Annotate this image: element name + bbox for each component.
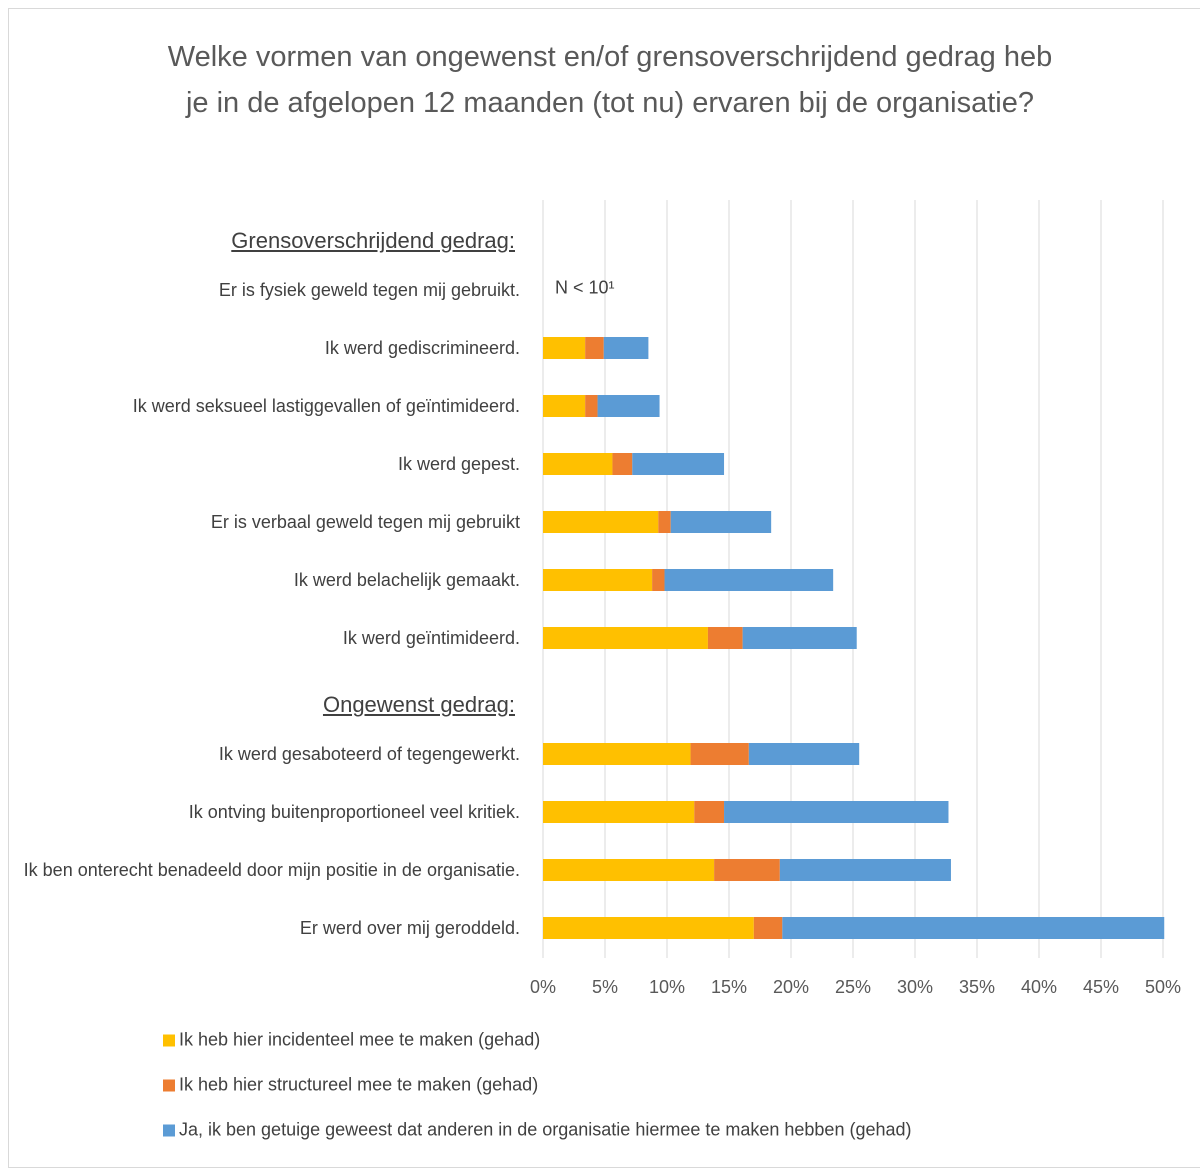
category-label: Ik ben onterecht benadeeld door mijn pos… bbox=[10, 857, 520, 883]
category-label: Ik werd geïntimideerd. bbox=[10, 625, 520, 651]
section-title: Ongewenst gedrag: bbox=[322, 692, 515, 717]
bar-segment bbox=[543, 917, 754, 939]
legend-swatch bbox=[163, 1124, 175, 1137]
x-tick-label: 45% bbox=[1083, 977, 1119, 997]
bar-segment bbox=[714, 859, 780, 881]
category-label: Ik ontving buitenproportioneel veel krit… bbox=[10, 799, 520, 825]
x-tick-label: 0% bbox=[530, 977, 556, 997]
category-label-text: Ik werd geïntimideerd. bbox=[342, 628, 520, 648]
bar-segment bbox=[664, 569, 834, 591]
category-label-text: Ik werd belachelijk gemaakt. bbox=[293, 570, 520, 590]
bar-segment bbox=[543, 395, 586, 417]
bar-segment bbox=[632, 453, 725, 475]
bar-segment bbox=[748, 743, 860, 765]
legend-label: Ik heb hier structureel mee te maken (ge… bbox=[179, 1074, 539, 1095]
bar-segment bbox=[543, 569, 653, 591]
bar-segment bbox=[543, 511, 659, 533]
category-label-text: Ik werd gesaboteerd of tegengewerkt. bbox=[218, 744, 520, 764]
x-tick-label: 20% bbox=[773, 977, 809, 997]
bar-segment bbox=[543, 453, 613, 475]
x-tick-label: 50% bbox=[1145, 977, 1181, 997]
category-label: Ik werd belachelijk gemaakt. bbox=[10, 567, 520, 593]
category-label: Ik werd gepest. bbox=[10, 451, 520, 477]
bar-segment bbox=[543, 859, 715, 881]
bar-segment bbox=[690, 743, 749, 765]
category-label: Er is fysiek geweld tegen mij gebruikt. bbox=[10, 277, 520, 303]
legend-entry: Ik heb hier structureel mee te maken (ge… bbox=[163, 1075, 538, 1096]
bar-segment bbox=[670, 511, 772, 533]
section-title: Grensoverschrijdend gedrag: bbox=[231, 228, 515, 253]
category-label-text: Er is verbaal geweld tegen mij gebruikt bbox=[210, 512, 520, 532]
category-label-text: Er is fysiek geweld tegen mij gebruikt. bbox=[218, 280, 520, 300]
bar-segment bbox=[652, 569, 665, 591]
bar-segment bbox=[707, 627, 743, 649]
legend-label: Ja, ik ben getuige geweest dat anderen i… bbox=[179, 1119, 912, 1140]
x-tick-label: 10% bbox=[649, 977, 685, 997]
category-label-text: Ik ontving buitenproportioneel veel krit… bbox=[188, 802, 520, 822]
bar-segment bbox=[543, 743, 691, 765]
bar-segment bbox=[694, 801, 725, 823]
category-label-text: Ik werd gepest. bbox=[397, 454, 520, 474]
bar-segment bbox=[585, 337, 604, 359]
x-tick-label: 5% bbox=[592, 977, 618, 997]
bar-segment bbox=[585, 395, 598, 417]
category-label-text: Ik werd gediscrimineerd. bbox=[324, 338, 520, 358]
category-label-text: Er werd over mij geroddeld. bbox=[299, 918, 520, 938]
legend-swatch bbox=[163, 1034, 175, 1047]
bar-segment bbox=[603, 337, 649, 359]
bar-segment bbox=[543, 801, 695, 823]
x-tick-label: 25% bbox=[835, 977, 871, 997]
legend-label: Ik heb hier incidenteel mee te maken (ge… bbox=[179, 1029, 541, 1050]
category-label: Er is verbaal geweld tegen mij gebruikt bbox=[10, 509, 520, 535]
category-label-text: Ik ben onterecht benadeeld door mijn pos… bbox=[23, 860, 520, 880]
bar-segment bbox=[543, 337, 586, 359]
bar-segment bbox=[753, 917, 783, 939]
bar-segment bbox=[597, 395, 660, 417]
category-label: Ik werd gediscrimineerd. bbox=[10, 335, 520, 361]
bar-segment bbox=[742, 627, 857, 649]
category-label: Ik werd seksueel lastiggevallen of geïnt… bbox=[10, 393, 520, 419]
category-label: Er werd over mij geroddeld. bbox=[10, 915, 520, 941]
category-label-text: Ik werd seksueel lastiggevallen of geïnt… bbox=[132, 396, 520, 416]
legend-swatch bbox=[163, 1079, 175, 1092]
bar-segment bbox=[779, 859, 951, 881]
x-tick-label: 15% bbox=[711, 977, 747, 997]
category-label: Ik werd gesaboteerd of tegengewerkt. bbox=[10, 741, 520, 767]
annotation: N < 10¹ bbox=[555, 277, 615, 298]
bar-segment bbox=[782, 917, 1165, 939]
bar-segment bbox=[612, 453, 633, 475]
bar-segment bbox=[543, 627, 708, 649]
x-tick-label: 40% bbox=[1021, 977, 1057, 997]
x-tick-label: 35% bbox=[959, 977, 995, 997]
legend-entry: Ik heb hier incidenteel mee te maken (ge… bbox=[163, 1030, 540, 1051]
chart-title: Welke vormen van ongewenst en/of grensov… bbox=[167, 41, 1053, 119]
x-tick-label: 30% bbox=[897, 977, 933, 997]
bar-segment bbox=[658, 511, 671, 533]
bar-segment bbox=[724, 801, 949, 823]
legend-entry: Ja, ik ben getuige geweest dat anderen i… bbox=[163, 1120, 912, 1141]
